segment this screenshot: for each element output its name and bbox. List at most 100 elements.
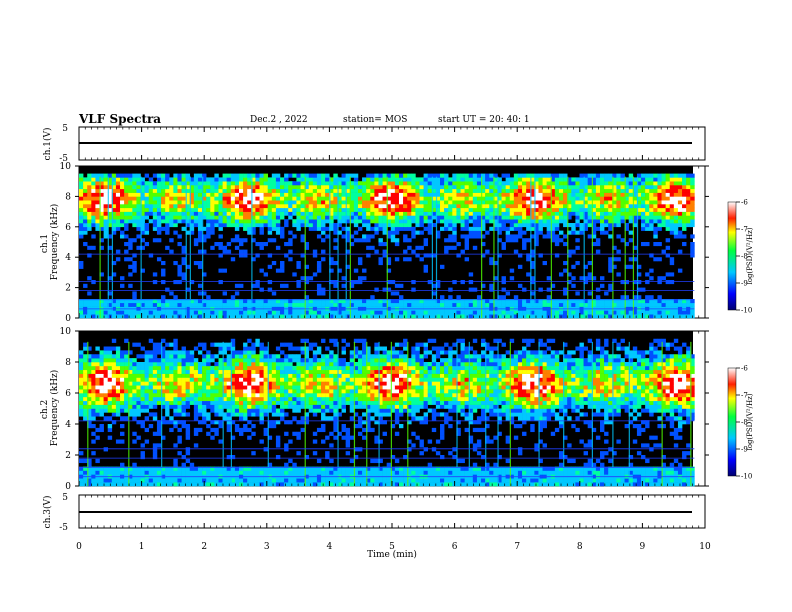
spectrogram-cell	[144, 385, 150, 390]
spectrogram-cell	[321, 310, 326, 315]
spectrogram-cell	[271, 482, 277, 487]
spectrogram-cell	[624, 215, 630, 220]
spectrogram-cell	[682, 188, 687, 193]
spectrogram-cell	[394, 223, 400, 228]
spectrogram-cell	[234, 389, 240, 394]
spectrogram-cell	[665, 245, 671, 250]
spectrogram-cell	[83, 177, 88, 182]
spectrogram-cell	[661, 310, 666, 315]
spectrogram-cell	[284, 314, 289, 319]
spectrogram-cell	[448, 299, 453, 304]
spectrogram-cell	[115, 365, 121, 371]
spectrogram-cell	[579, 188, 584, 193]
spectrogram-cell	[550, 234, 556, 239]
spectrogram-cell	[185, 358, 191, 363]
spectrogram-cell	[197, 264, 203, 269]
spectrogram-cell	[222, 470, 227, 475]
spectrogram-cell	[193, 346, 199, 351]
spectrogram-cell	[124, 173, 129, 178]
spectrogram-cell	[345, 173, 351, 178]
spectrogram-cell	[513, 314, 519, 319]
spectrogram-cell	[259, 385, 264, 390]
spectrogram-cell	[398, 283, 404, 288]
spectrogram-cell	[398, 204, 404, 209]
spectrogram-cell	[595, 310, 601, 315]
spectrogram-cell	[120, 478, 125, 483]
spectrogram-cell	[124, 177, 129, 182]
spectrogram-cell	[128, 211, 133, 216]
spectrogram-cell	[234, 365, 240, 371]
spectrogram-cell	[649, 253, 654, 258]
spectrogram-cell	[649, 211, 654, 216]
spectrogram-cell	[181, 377, 186, 382]
spectrogram-cell	[95, 173, 100, 178]
spectrogram-cell	[185, 230, 191, 235]
spectrogram-cell	[308, 346, 314, 351]
spectrogram-cell	[645, 200, 650, 205]
spectrogram-cell	[308, 365, 314, 371]
spectrogram-cell	[271, 369, 277, 374]
spectrogram-cell	[337, 299, 342, 304]
spectrogram-cell	[321, 207, 326, 212]
spectrogram-cell	[284, 381, 289, 386]
spectrogram-cell	[345, 185, 351, 190]
spectrogram-cell	[669, 207, 675, 212]
spectrogram-cell	[152, 466, 158, 471]
spectrogram-cell	[111, 404, 117, 409]
spectrogram-cell	[435, 230, 441, 235]
spectrogram-cell	[366, 211, 371, 216]
spectrogram-cell	[226, 242, 232, 247]
spectrogram-cell	[161, 365, 166, 371]
spectrogram-cell	[325, 196, 330, 201]
spectrogram-cell	[641, 299, 646, 304]
spectrogram-cell	[550, 283, 556, 288]
spectrogram-cell	[304, 381, 310, 386]
spectrogram-cell	[152, 192, 158, 197]
spectrogram-cell	[222, 185, 227, 190]
spectrogram-cell	[218, 385, 223, 390]
spectrogram-cell	[329, 257, 334, 262]
spectrogram-cell	[177, 404, 182, 409]
spectrogram-cell	[259, 177, 264, 182]
spectrogram-cell	[468, 200, 474, 205]
chart-title: VLF Spectra	[79, 112, 162, 126]
spectrogram-cell	[600, 173, 605, 178]
spectrogram-cell	[493, 192, 498, 197]
spectrogram-cell	[604, 215, 609, 220]
spectrogram-cell	[218, 185, 223, 190]
spectrogram-cell	[645, 211, 650, 216]
spectrogram-cell	[280, 365, 285, 371]
spectrogram-cell	[624, 181, 630, 186]
spectrogram-cell	[661, 207, 666, 212]
spectrogram-cell	[79, 230, 84, 235]
spectrogram-cell	[79, 234, 84, 239]
spectrogram-cell	[452, 245, 457, 250]
spectrogram-cell	[534, 204, 539, 209]
spectrogram-cell	[481, 253, 486, 258]
spectrogram-cell	[468, 234, 474, 239]
spectrogram-cell	[128, 381, 133, 386]
spectrogram-cell	[288, 385, 293, 390]
spectrogram-cell	[366, 226, 371, 231]
spectrogram-cell	[107, 219, 113, 224]
spectrogram-cell	[653, 181, 658, 186]
spectrogram-cell	[464, 242, 470, 247]
spectrogram-cell	[682, 226, 687, 231]
spectrogram-cell	[325, 181, 330, 186]
spectrogram-cell	[292, 389, 297, 394]
spectrogram-cell	[690, 245, 695, 250]
spectrogram-cell	[247, 173, 252, 178]
spectrogram-cell	[111, 230, 117, 235]
spectrogram-cell	[280, 204, 285, 209]
spectrogram-cell	[230, 215, 236, 220]
spectrogram-cell	[567, 207, 572, 212]
spectrogram-cell	[628, 173, 634, 178]
spectrogram-cell	[452, 181, 457, 186]
spectrogram-cell	[107, 354, 113, 359]
spectrogram-cell	[481, 204, 486, 209]
spectrogram-cell	[390, 185, 396, 190]
spectrogram-cell	[87, 200, 92, 205]
spectrogram-cell	[362, 268, 367, 273]
spectrogram-cell	[542, 196, 547, 201]
spectrogram-cell	[136, 245, 141, 250]
